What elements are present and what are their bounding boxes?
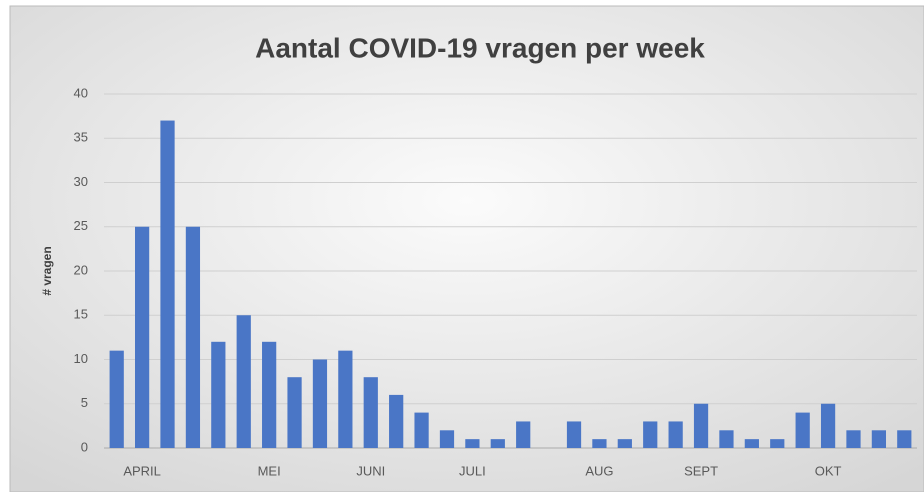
bar bbox=[744, 439, 759, 448]
bar bbox=[795, 412, 810, 448]
bar bbox=[211, 341, 226, 448]
bar bbox=[134, 226, 150, 448]
bar bbox=[770, 439, 785, 448]
y-tick-label: 20 bbox=[74, 262, 88, 277]
bar bbox=[363, 377, 378, 448]
y-tick-label: 35 bbox=[74, 130, 88, 145]
bar bbox=[287, 377, 302, 448]
y-tick-label: 5 bbox=[81, 395, 88, 410]
bar bbox=[820, 403, 836, 448]
y-tick-label: 10 bbox=[74, 351, 88, 366]
x-tick-label: MEI bbox=[258, 463, 281, 478]
bar bbox=[490, 439, 505, 448]
bar bbox=[566, 421, 582, 448]
bar bbox=[439, 430, 455, 448]
plot-area: 0 5 10 15 20 25 30 35 40 APRIL MEI JUNI JULI AUG SEPT O… bbox=[74, 85, 917, 478]
y-axis-label: # vragen bbox=[40, 246, 54, 295]
bar bbox=[719, 430, 734, 448]
x-tick-label: APRIL bbox=[123, 463, 161, 478]
x-tick-label: AUG bbox=[585, 463, 613, 478]
bar bbox=[312, 359, 328, 448]
y-tick-label: 15 bbox=[74, 307, 88, 322]
x-tick-label: SEPT bbox=[684, 463, 718, 478]
x-tick-label: JUNI bbox=[356, 463, 385, 478]
bar bbox=[389, 394, 404, 448]
bar bbox=[465, 439, 480, 448]
chart-title: Aantal COVID-19 vragen per week bbox=[255, 32, 705, 63]
bar bbox=[338, 350, 353, 448]
y-tick-label: 30 bbox=[74, 174, 88, 189]
bar bbox=[643, 421, 658, 448]
bar bbox=[617, 439, 632, 448]
bar bbox=[262, 341, 277, 448]
bar bbox=[592, 439, 607, 448]
x-tick-label: JULI bbox=[459, 463, 486, 478]
bar bbox=[516, 421, 531, 448]
bar bbox=[871, 430, 887, 448]
bar bbox=[693, 403, 709, 448]
bar bbox=[160, 120, 175, 449]
bar bbox=[846, 430, 861, 448]
y-tick-label: 40 bbox=[74, 85, 88, 100]
bar bbox=[668, 421, 683, 448]
y-tick-label: 0 bbox=[81, 439, 88, 454]
y-tick-label: 25 bbox=[74, 218, 88, 233]
bar bbox=[414, 412, 429, 448]
x-tick-label: OKT bbox=[815, 463, 842, 478]
bar bbox=[185, 226, 201, 448]
bar bbox=[897, 430, 912, 448]
bar bbox=[236, 315, 251, 448]
bar bbox=[109, 350, 124, 448]
